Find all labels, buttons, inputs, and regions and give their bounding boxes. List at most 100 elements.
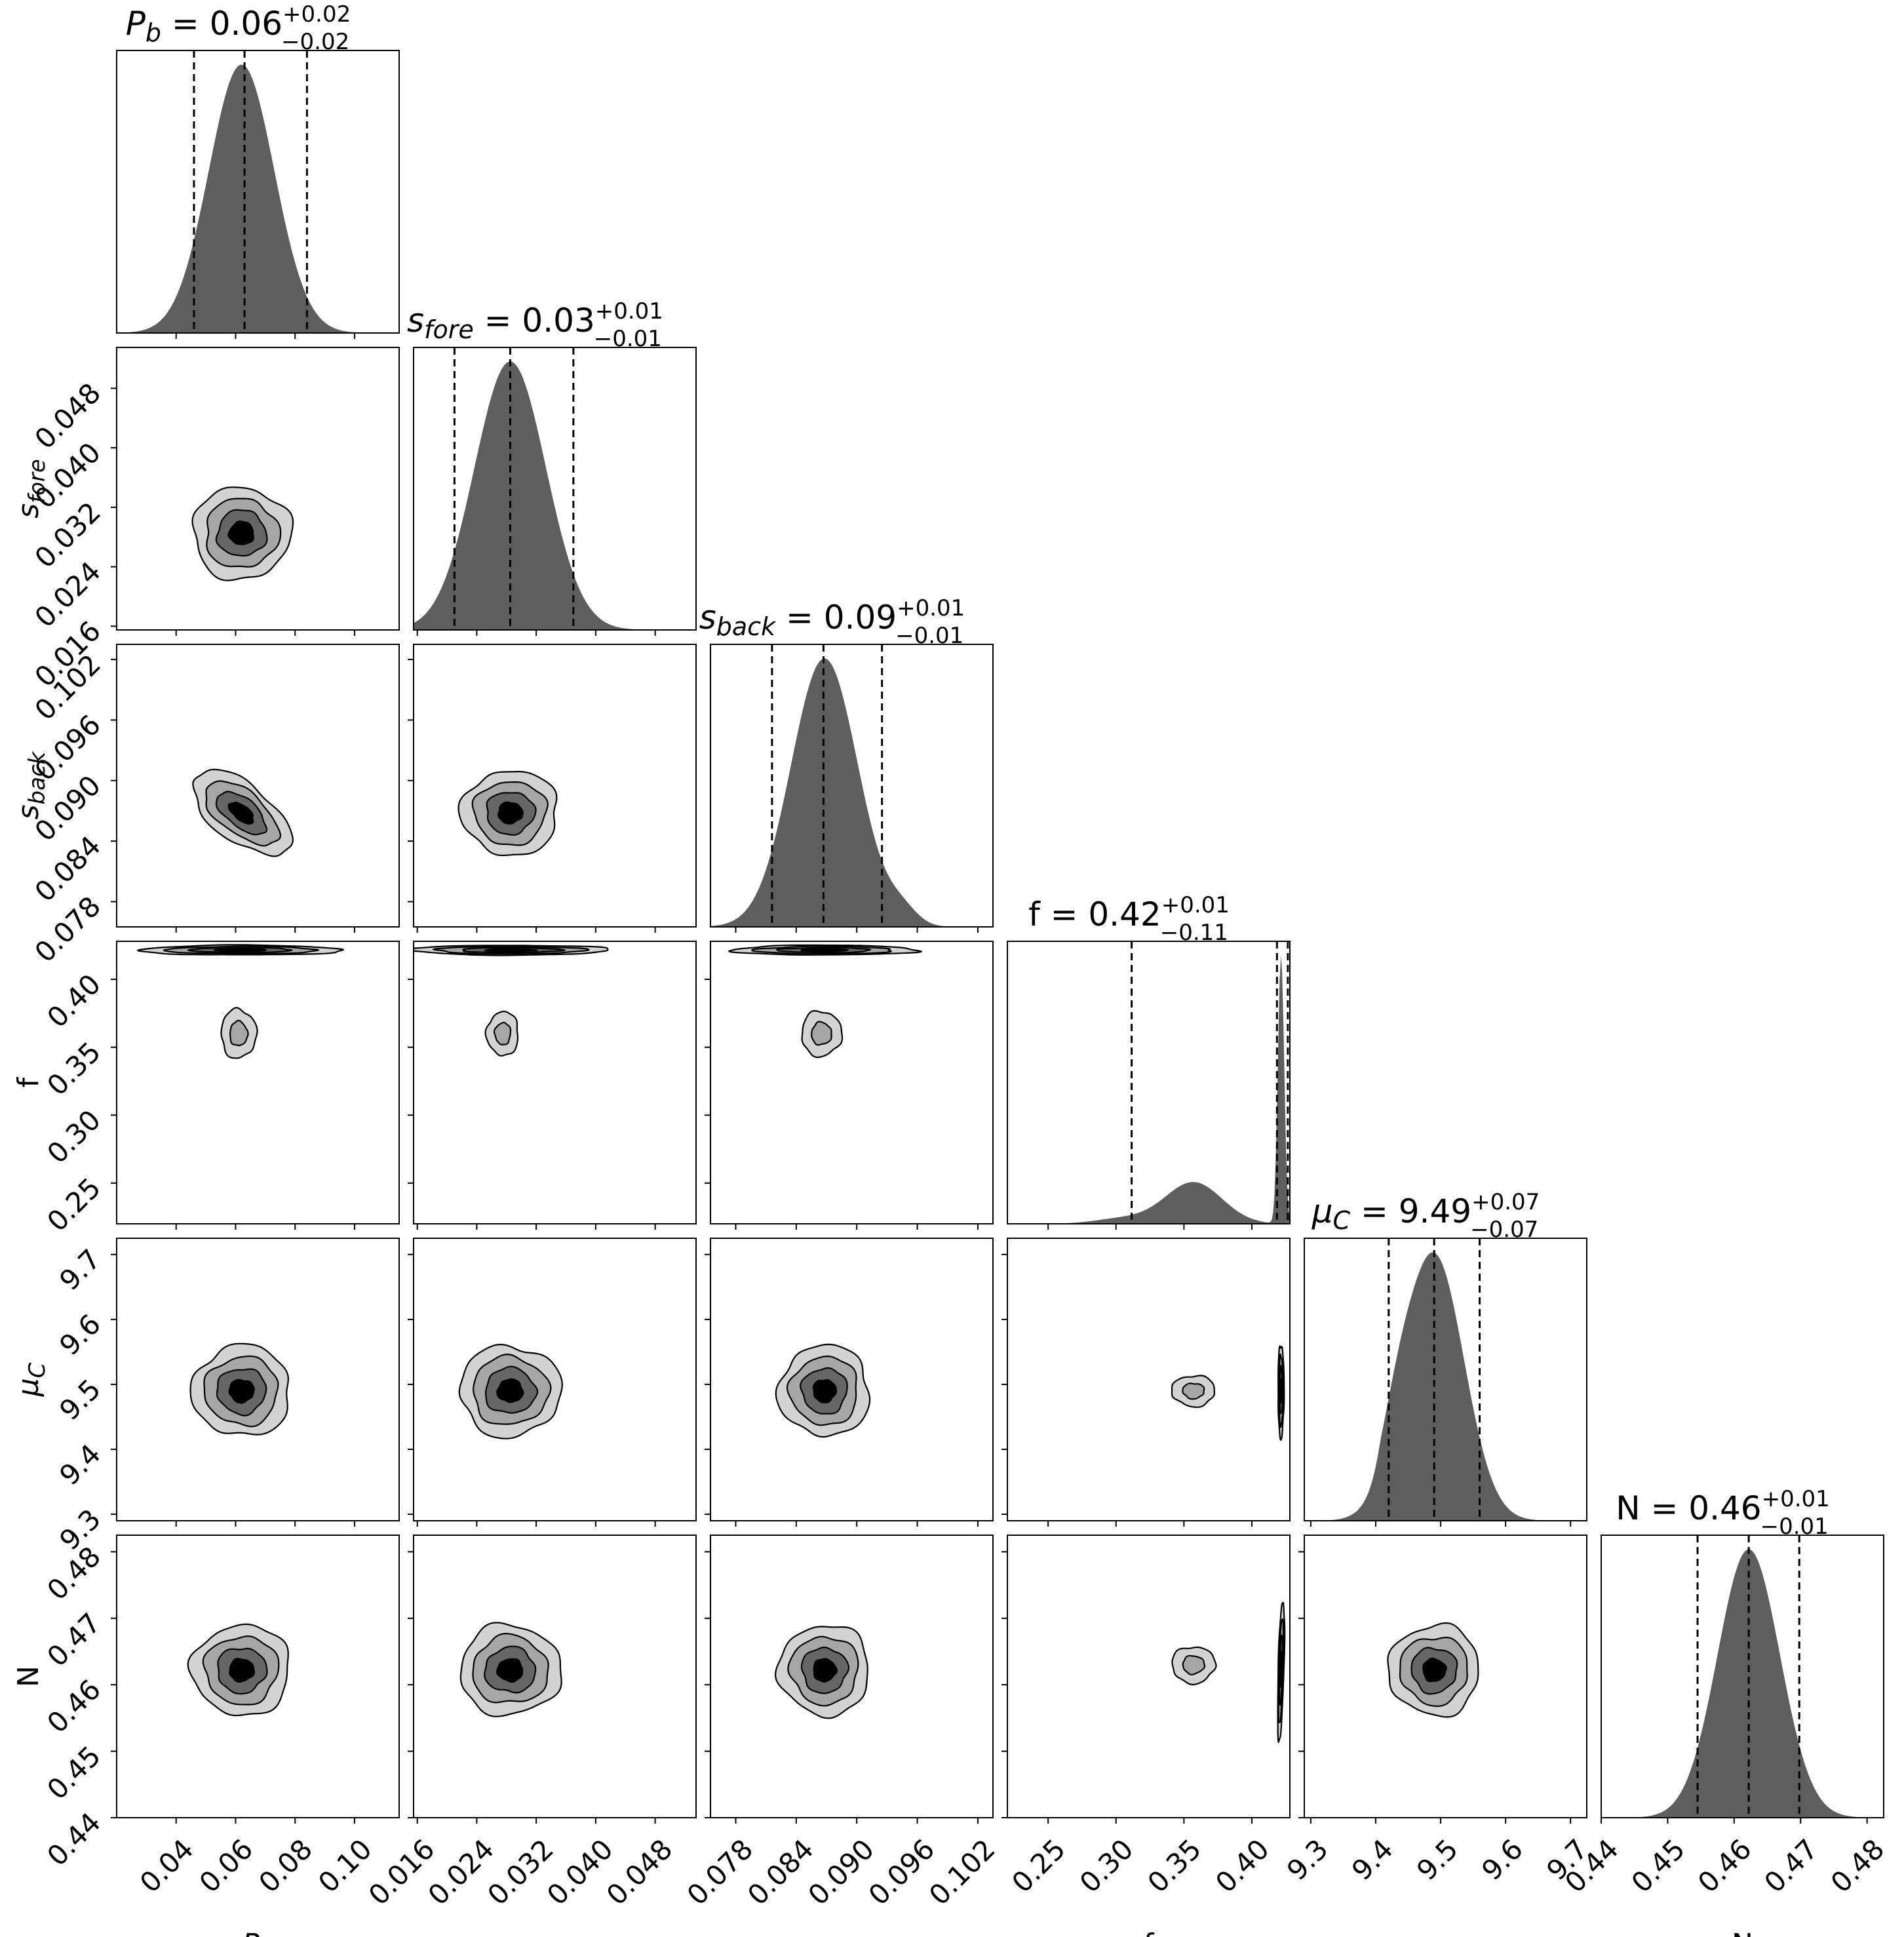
histogram-sfore	[414, 347, 696, 630]
title-text-N: N = 0.46+0.01	[1616, 1486, 1830, 1527]
contour-level-Pb-f-1-4	[213, 948, 267, 952]
y-tick-label-muC-4: 9.7	[53, 1243, 107, 1297]
x-tick-label-sfore-1: 0.024	[422, 1833, 501, 1911]
histogram-fill-Pb	[117, 64, 399, 333]
panel-sback-muC	[710, 1238, 994, 1521]
x-tick-label-N-1: 0.45	[1625, 1833, 1691, 1899]
contour-level-muC-N-1-4	[1422, 1657, 1447, 1683]
panel-muC-muC	[1304, 1238, 1587, 1521]
contours-sfore-N	[459, 1622, 562, 1717]
x-tick-label-muC-3: 9.6	[1475, 1833, 1529, 1887]
panel-sfore-sfore	[413, 347, 697, 631]
contour-level-sfore-f-2-2	[493, 1021, 512, 1046]
x-tick-label-sback-2: 0.090	[802, 1833, 880, 1911]
panel-sback-sback	[710, 644, 994, 928]
histogram-N	[1601, 1535, 1884, 1818]
panel-f-N	[1007, 1535, 1291, 1818]
panel-Pb-f	[116, 941, 400, 1224]
contour-level-sfore-f-1-4	[484, 948, 539, 952]
title-text-Pb: Pb = 0.06+0.02	[126, 1, 351, 47]
x-tick-label-N-3: 0.47	[1758, 1833, 1824, 1899]
contours-Pb-sfore	[191, 486, 294, 581]
contours-sfore-f	[414, 945, 609, 1057]
y-tick-label-N-3: 0.47	[41, 1607, 107, 1673]
y-tick-label-f-1: 0.30	[41, 1104, 107, 1170]
contour-level-sback-f-2-2	[811, 1021, 832, 1046]
title-sback: sback = 0.09+0.01−0.01	[699, 595, 965, 649]
y-tick-label-muC-2: 9.5	[53, 1373, 107, 1426]
panel-sfore-sback	[413, 644, 697, 928]
title-lower-error-Pb: −0.02	[281, 29, 349, 55]
x-tick-label-Pb-0: 0.04	[134, 1833, 200, 1899]
panel-sback-f	[710, 941, 994, 1224]
histogram-muC	[1304, 1238, 1587, 1521]
contour-level-Pb-sback-1-4	[227, 802, 254, 825]
x-tick-label-f-0: 0.25	[1005, 1833, 1072, 1899]
x-tick-label-N-4: 0.48	[1825, 1833, 1891, 1899]
title-text-sback: sback = 0.09+0.01	[699, 595, 965, 641]
title-sfore: sfore = 0.03+0.01−0.01	[407, 298, 663, 352]
y-axis-label-text-sback: sback	[12, 751, 50, 819]
panel-Pb-sfore	[116, 347, 400, 631]
contours-Pb-N	[187, 1623, 289, 1717]
contour-level-f-muC-2-2	[1182, 1382, 1205, 1400]
contour-level-Pb-f-2-2	[229, 1019, 249, 1046]
histogram-fill-N	[1601, 1549, 1884, 1818]
y-tick-label-muC-1: 9.4	[53, 1438, 107, 1491]
contour-level-sback-f-1-4	[800, 948, 849, 952]
contours-sback-N	[774, 1626, 868, 1719]
contour-level-sfore-muC-1-4	[496, 1378, 524, 1403]
y-axis-label-sfore: sfore	[12, 459, 50, 518]
y-tick-label-sback-0: 0.078	[28, 890, 107, 969]
y-axis-label-N: N	[12, 1666, 45, 1687]
title-lower-error-f: −0.11	[1160, 920, 1228, 946]
x-tick-label-muC-2: 9.5	[1410, 1833, 1464, 1887]
x-tick-label-sback-3: 0.096	[863, 1833, 941, 1911]
title-N: N = 0.46+0.01−0.01	[1616, 1486, 1830, 1540]
contours-Pb-sback	[192, 768, 294, 857]
y-axis-label-text-muC: μC	[12, 1362, 50, 1397]
y-tick-label-muC-3: 9.6	[53, 1308, 107, 1361]
x-tick-label-muC-1: 9.4	[1346, 1833, 1399, 1887]
x-axis-label-sback: sback	[818, 1928, 887, 1937]
title-text-muC: μC = 9.49+0.07	[1311, 1189, 1540, 1235]
histogram-f	[1007, 941, 1290, 1224]
title-f: f = 0.42+0.01−0.11	[1028, 892, 1230, 946]
histogram-fill-f	[1007, 955, 1290, 1224]
y-axis-label-muC: μC	[12, 1362, 50, 1397]
y-axis-label-text-sfore: sfore	[12, 459, 50, 518]
x-tick-label-sfore-0: 0.016	[362, 1833, 441, 1911]
contours-sfore-muC	[458, 1343, 564, 1439]
title-lower-error-N: −0.01	[1760, 1514, 1829, 1540]
y-axis-label-text-N: N	[12, 1666, 45, 1687]
contours-f-muC	[1171, 1345, 1285, 1441]
panel-sback-N	[710, 1535, 994, 1818]
x-tick-label-sfore-4: 0.048	[600, 1833, 679, 1911]
x-tick-label-f-1: 0.30	[1074, 1833, 1140, 1899]
y-axis-label-sback: sback	[12, 751, 50, 819]
panel-Pb-N	[116, 1535, 400, 1818]
contours-sback-f	[728, 944, 923, 1059]
panel-Pb-muC	[116, 1238, 400, 1521]
title-text-f: f = 0.42+0.01	[1028, 892, 1230, 933]
x-tick-label-sback-4: 0.102	[923, 1833, 1001, 1911]
histogram-Pb	[117, 50, 399, 333]
panel-f-muC	[1007, 1238, 1291, 1521]
y-tick-label-f-0: 0.25	[41, 1171, 107, 1238]
contour-level-f-muC-1-4	[1279, 1377, 1283, 1405]
y-tick-label-f-2: 0.35	[41, 1036, 107, 1102]
x-axis-label-muC: μC	[1428, 1928, 1463, 1937]
histogram-fill-sback	[710, 658, 993, 927]
contours-Pb-f	[136, 944, 345, 1059]
contours-sback-muC	[775, 1343, 871, 1438]
x-axis-label-sfore: sfore	[525, 1928, 585, 1937]
x-tick-label-f-3: 0.40	[1209, 1833, 1275, 1899]
y-tick-label-N-2: 0.46	[41, 1673, 107, 1740]
x-axis-label-f: f	[1144, 1928, 1155, 1937]
contours-Pb-muC	[189, 1342, 290, 1436]
x-tick-label-Pb-2: 0.08	[252, 1833, 319, 1899]
histogram-sback	[710, 644, 993, 927]
contours-sfore-sback	[457, 771, 558, 857]
contour-level-sback-N-1-4	[813, 1658, 838, 1683]
